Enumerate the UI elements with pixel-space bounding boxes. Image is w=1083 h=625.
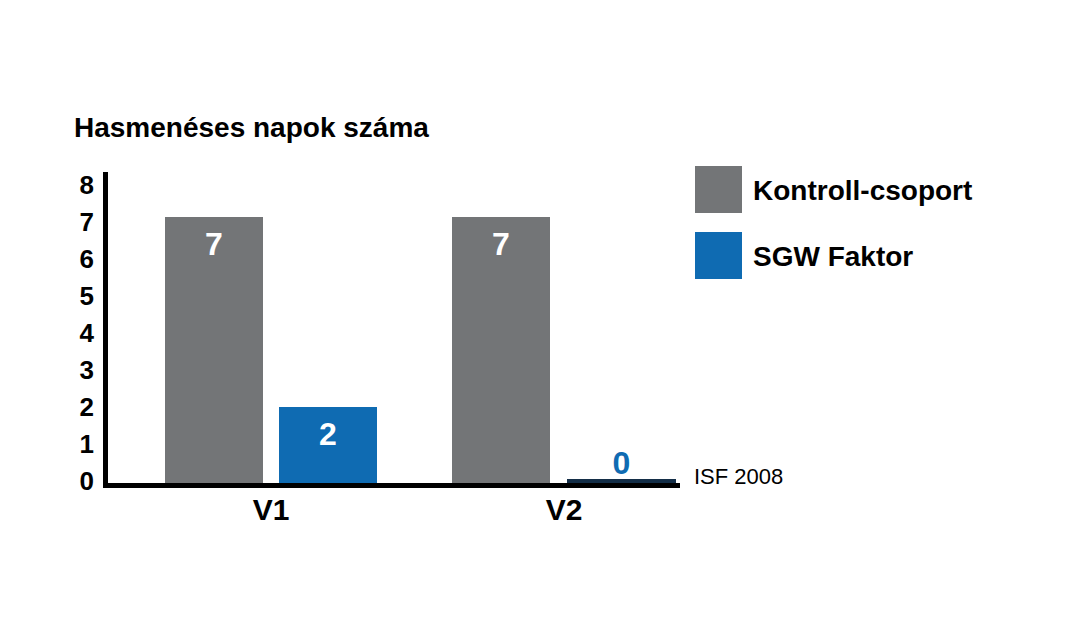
legend-label-sgw-faktor: SGW Faktor [753,241,913,273]
chart-title: Hasmenéses napok száma [74,112,429,144]
y-axis-line [103,172,108,488]
legend-swatch-sgw-faktor [695,232,742,279]
y-tick-label-6: 6 [30,243,94,275]
y-tick-label-4: 4 [30,317,94,349]
legend-label-kontroll-csoport: Kontroll-csoport [753,175,972,207]
y-tick-label-5: 5 [30,280,94,312]
legend-swatch-kontroll-csoport [695,166,742,213]
y-tick-label-0: 0 [30,465,94,497]
bar-value-label: 7 [452,227,550,261]
y-tick-label-1: 1 [30,428,94,460]
x-axis-line [103,483,680,488]
category-label-V2: V2 [452,492,676,528]
source-annotation: ISF 2008 [694,464,783,490]
chart-canvas: Hasmenéses napok száma 0 1 2 3 4 5 6 7 8 7 2 V1 7 0 V… [0,0,1083,625]
y-tick-label-7: 7 [30,206,94,238]
y-tick-label-2: 2 [30,391,94,423]
bar-value-label: 7 [165,227,263,261]
bar-value-label: 0 [567,446,676,480]
y-tick-label-3: 3 [30,354,94,386]
category-label-V1: V1 [165,492,377,528]
y-tick-label-8: 8 [30,169,94,201]
bar-value-label: 2 [279,417,377,451]
